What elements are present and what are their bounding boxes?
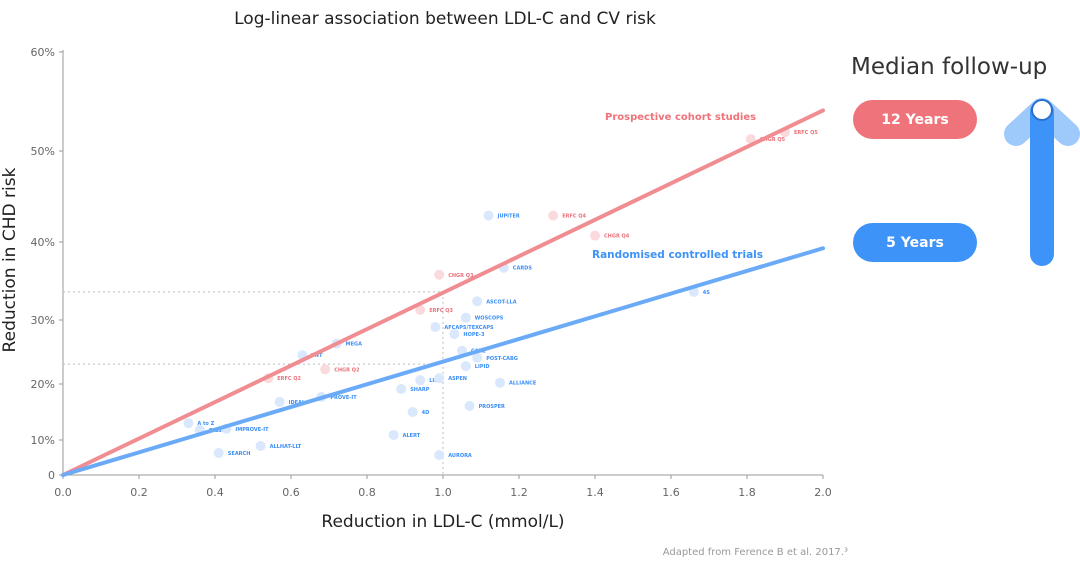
chart-title: Log-linear association between LDL-C and… [234,9,656,29]
y-tick-label: 60% [31,46,55,59]
rct-point [483,210,494,221]
rct-point-label: JUPITER [497,214,520,220]
rct-point [434,450,445,461]
x-tick-label: 1.6 [662,486,680,499]
rct-point [407,407,418,417]
rct-point [396,384,407,395]
rct-point-label: GISSI-P [209,428,230,434]
arrow-up-icon [1004,98,1080,266]
rct-point [449,329,460,340]
source-footnote: Adapted from Ference B et al. 2017.³ [662,547,848,558]
cohort-annotation: Prospective cohort studies [605,112,756,123]
rct-point-label: ALERT [403,433,421,439]
rct-point-label: SEARCH [228,451,251,457]
rct-trend-line [61,246,825,477]
rct-point-label: 4D [422,410,430,416]
rct-point-label: 4S [703,290,710,296]
y-tick-label: 0 [48,469,55,482]
x-tick-label: 1.2 [510,486,528,499]
rct-point [183,418,194,429]
x-tick-label: 2.0 [814,486,832,499]
cohort-point [415,304,426,315]
cohort-point-label: ERFC Q4 [562,214,586,220]
cohort-point [548,210,559,221]
x-tick-label: 1.0 [434,486,452,499]
rct-point-label: IMPROVE-IT [235,427,269,433]
rct-point [495,377,505,388]
rct-point [388,429,399,440]
cohort-point-label: ERFC Q2 [277,376,301,382]
rct-point-label: TNT [311,353,323,359]
x-tick-label: 0.8 [358,486,376,499]
follow-up-title: Median follow-up [851,54,1048,80]
rct-point [430,322,441,333]
cohort-point [434,269,445,280]
cohort-point-label: CHGR Q5 [760,137,786,143]
x-tick-label: 0.0 [54,486,72,499]
rct-point [460,361,471,372]
rct-point-label: ALLHAT-LLT [270,444,302,450]
cohort-point-label: ERFC Q5 [794,130,818,136]
rct-point-label: ASCOT-LLA [486,299,517,305]
cohort-point-label: CHGR Q4 [604,234,630,240]
rct-point-label: PROVE-IT [330,395,357,401]
cohort-trend-line [61,108,825,477]
y-tick-label: 40% [31,236,55,249]
cohort-point-label: CHGR Q2 [334,367,360,373]
rct-point-label: WOSCOPS [475,316,504,322]
cohort-point-label: CHGR Q3 [448,273,474,279]
rct-point-label: MEGA [346,342,362,348]
x-tick-label: 0.4 [206,486,224,499]
x-tick-label: 0.6 [282,486,300,499]
cohort-follow-up-badge: 12 Years [853,100,977,139]
rct-point [274,396,285,407]
rct-point [464,400,475,411]
rct-point [255,440,266,451]
cohort-point [590,230,600,241]
rct-point-label: ALLIANCE [509,381,537,387]
rct-point-label: IDEAL [289,400,306,406]
rct-annotation: Randomised controlled trials [592,249,763,261]
y-tick-label: 10% [31,434,55,447]
x-tick-label: 1.8 [738,486,756,499]
x-tick-label: 1.4 [586,486,604,499]
x-tick-label: 0.2 [130,486,148,499]
rct-point [472,296,483,307]
rct-point-label: SHARP [410,387,430,393]
rct-point [213,447,224,458]
rct-point-label: ASPEN [448,376,467,382]
rct-point [472,352,483,363]
rct-point-label: CARDS [513,266,533,272]
rct-follow-up-badge: 5 Years [853,223,977,262]
rct-point-label: LIPID [475,364,490,370]
x-axis-label: Reduction in LDL-C (mmol/L) [321,512,565,532]
y-tick-label: 30% [31,314,55,327]
cohort-point [745,134,756,145]
y-tick-label: 50% [31,145,55,158]
rct-point [415,375,426,386]
rct-point [434,373,445,384]
rct-point-label: AURORA [448,453,472,459]
rct-point-label: A to Z [197,421,214,427]
rct-point [460,312,471,323]
y-tick-label: 20% [31,378,55,391]
cohort-point-label: ERFC Q3 [429,308,453,314]
rct-point-label: POST-CABG [486,356,518,362]
rct-point-label: AFCAPS/TEXCAPS [444,325,494,331]
cohort-point [320,364,331,375]
rct-point-label: PROSPER [479,404,505,410]
rct-point-label: HOPE-3 [463,332,485,338]
